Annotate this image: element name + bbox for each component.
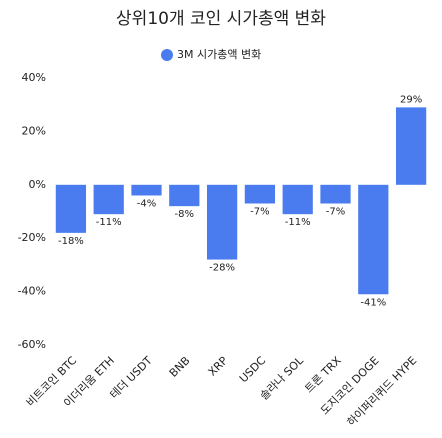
y-tick-label: -20% [18, 231, 46, 244]
bar [358, 184, 389, 295]
value-label: -18% [58, 236, 84, 247]
bar [282, 184, 313, 215]
bar [169, 184, 200, 207]
bar [93, 184, 124, 215]
value-label: 29% [400, 94, 422, 105]
value-label: -4% [137, 198, 156, 209]
bar [244, 184, 276, 204]
y-tick-label: 40% [22, 71, 46, 84]
legend-swatch [161, 49, 173, 61]
x-tick-label: XRP [206, 354, 231, 379]
x-tick-label: USDC [237, 354, 268, 385]
y-tick-label: -60% [18, 338, 46, 351]
bar [320, 184, 351, 204]
chart-title: 상위10개 코인 시가총액 변화 [116, 9, 326, 29]
x-tick-label: 하이퍼리퀴드 HYPE [344, 353, 420, 429]
value-label: -11% [96, 217, 122, 228]
legend-label: 3M 시가총액 변화 [177, 48, 261, 61]
y-tick-label: -40% [18, 285, 46, 298]
y-tick-label: 20% [22, 124, 46, 137]
value-label: -11% [285, 217, 311, 228]
bar [395, 107, 427, 185]
value-label: -7% [250, 206, 269, 217]
y-tick-label: 0% [29, 178, 46, 191]
bar [206, 184, 238, 260]
value-label: -7% [326, 206, 345, 217]
value-label: -41% [360, 297, 386, 308]
bar [55, 184, 87, 233]
value-label: -8% [175, 209, 194, 220]
value-label: -28% [209, 263, 235, 274]
bar [131, 184, 162, 196]
x-tick-label: BNB [167, 354, 193, 380]
